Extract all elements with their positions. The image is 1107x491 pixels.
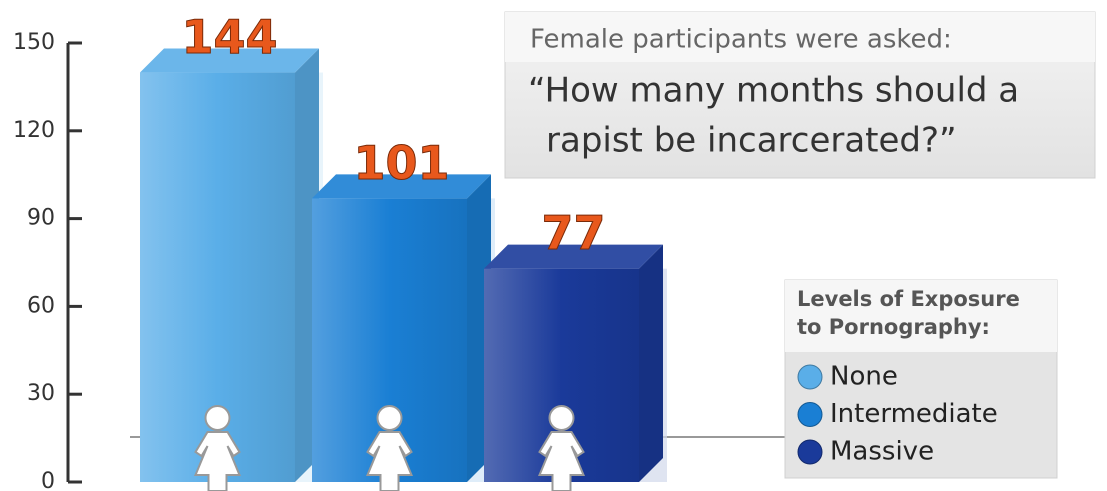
legend-swatch — [797, 364, 823, 390]
y-tick-label: 60 — [27, 293, 55, 318]
bar-top — [484, 244, 663, 269]
question-line: rapist be incarcerated?” — [546, 121, 957, 161]
bar-top — [312, 174, 491, 199]
legend-swatch — [797, 402, 823, 427]
question-line: “How many months should a — [528, 71, 1019, 111]
question-box-header — [505, 12, 1095, 62]
figure-head — [204, 405, 231, 431]
legend-title: to Pornography: — [797, 315, 990, 339]
y-tick-label: 90 — [27, 206, 55, 231]
value-label: 101 — [353, 136, 449, 190]
y-tick-label: 150 — [13, 30, 55, 55]
figure-icon — [194, 405, 241, 491]
prompt: Female participants were asked: — [530, 25, 952, 55]
legend-label: None — [830, 362, 898, 392]
legend-header — [785, 280, 1057, 352]
bar-top — [140, 48, 319, 73]
value-label: 144 — [181, 10, 277, 64]
bars: 144 101 77 — [140, 10, 667, 491]
legend-swatch — [797, 439, 823, 465]
figure-icon — [538, 405, 585, 491]
figure-head — [376, 405, 403, 431]
figure-body — [538, 431, 585, 491]
figure-body — [194, 431, 241, 491]
legend-label: Intermediate — [830, 399, 998, 429]
bar-side — [639, 244, 663, 482]
figure-body — [366, 431, 413, 491]
y-tick-label: 120 — [13, 118, 55, 143]
y-tick-label: 0 — [41, 469, 55, 491]
figure-icon — [366, 405, 413, 491]
figure-head — [548, 405, 575, 431]
legend-label: Massive — [830, 437, 934, 467]
value-label: 77 — [541, 206, 605, 260]
legend-title: Levels of Exposure — [797, 287, 1020, 311]
y-tick-label: 30 — [27, 381, 55, 406]
